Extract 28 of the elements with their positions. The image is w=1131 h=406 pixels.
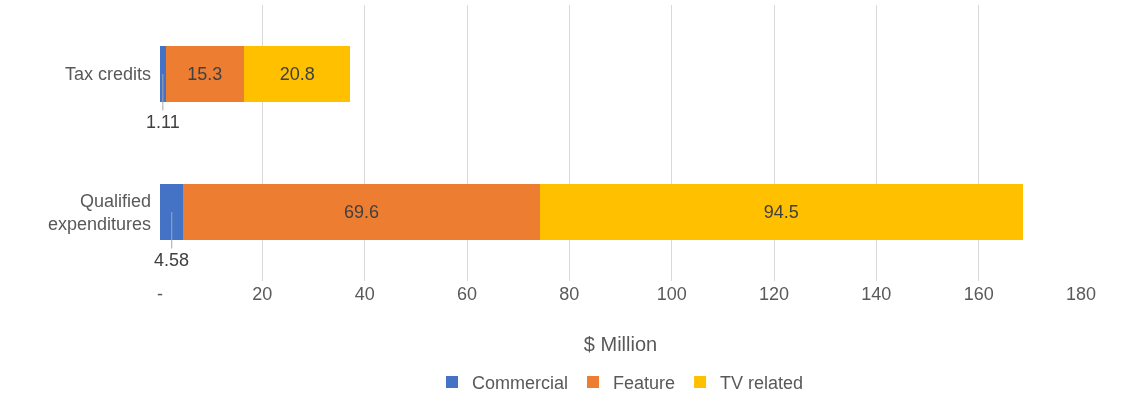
- x-tick-label: 180: [1065, 284, 1097, 304]
- legend-label: TV related: [720, 373, 804, 394]
- legend-label: Feature: [613, 373, 676, 394]
- x-axis-title: $ Million: [583, 333, 658, 355]
- data-label: 1.11: [146, 112, 180, 132]
- bar: [165, 46, 244, 102]
- data-label: 4.58: [154, 250, 190, 270]
- bar: [160, 46, 166, 102]
- data-label: 20.8: [279, 64, 315, 84]
- bar: [539, 184, 1024, 240]
- bar: [243, 46, 351, 102]
- x-tick-label: 40: [354, 284, 375, 304]
- x-tick-label: 80: [559, 284, 580, 304]
- data-label: 69.6: [343, 202, 380, 222]
- y-tick-label: Tax credits: [64, 64, 151, 85]
- legend-label: Commercial: [472, 373, 569, 394]
- bar: [183, 184, 540, 240]
- x-tick-label: 60: [456, 284, 478, 304]
- x-tick-label: 160: [963, 284, 994, 304]
- x-tick-label: -: [157, 284, 163, 304]
- x-tick-label: 20: [252, 284, 273, 304]
- data-label: 15.3: [187, 64, 223, 84]
- x-tick-label: 140: [861, 284, 892, 304]
- y-tick-label: Qualified expenditures: [47, 190, 151, 234]
- x-tick-label: 100: [656, 284, 687, 304]
- data-label: 94.5: [763, 202, 799, 222]
- bar: [160, 184, 184, 240]
- x-tick-label: 120: [758, 284, 790, 304]
